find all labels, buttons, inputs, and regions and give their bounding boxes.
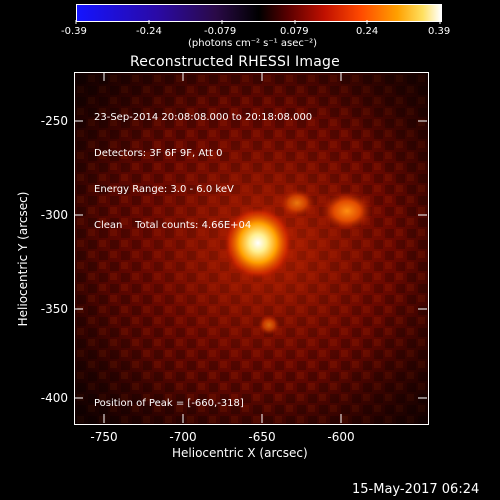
- x-tick-label: -750: [90, 430, 118, 444]
- colorbar-tick-3: -0.079: [204, 26, 237, 37]
- rhessi-flare-image: [75, 73, 428, 424]
- colorbar: [76, 4, 442, 22]
- info-total-counts: Clean Total counts: 4.66E+04: [94, 220, 252, 231]
- solar-image-frame: [74, 72, 429, 425]
- info-energy-range: Energy Range: 3.0 - 6.0 keV: [94, 184, 234, 195]
- plot-title: Reconstructed RHESSI Image: [130, 54, 340, 70]
- colorbar-tick-2: -0.24: [136, 26, 162, 37]
- observation-info: 23-Sep-2014 20:08:08.000 to 20:18:08.000…: [94, 88, 312, 244]
- peak-position: Position of Peak = [-660,-318]: [94, 398, 244, 409]
- y-tick-label: -400: [40, 391, 68, 405]
- colorbar-tick-6: 0.39: [428, 26, 451, 37]
- colorbar-tick-4: 0.079: [280, 26, 309, 37]
- x-tick-label: -600: [327, 430, 355, 444]
- y-axis-label: Heliocentric Y (arcsec): [16, 191, 30, 327]
- x-axis-label: Heliocentric X (arcsec): [172, 446, 308, 460]
- y-tick-label: -250: [40, 114, 68, 128]
- info-time-range: 23-Sep-2014 20:08:08.000 to 20:18:08.000: [94, 112, 313, 123]
- colorbar-ticks: -0.39 -0.24 -0.079 0.079 0.24 0.39: [0, 20, 500, 37]
- info-detectors: Detectors: 3F 6F 9F, Att 0: [94, 148, 223, 159]
- y-tick-label: -300: [40, 208, 68, 222]
- y-tick-label: -350: [40, 302, 68, 316]
- colorbar-tick-5: 0.24: [356, 26, 379, 37]
- colorbar-tick-1: -0.39: [61, 26, 87, 37]
- colorbar-units: (photons cm⁻² s⁻¹ asec⁻²): [188, 38, 318, 49]
- x-tick-label: -650: [248, 430, 276, 444]
- footer-timestamp: 15-May-2017 06:24: [352, 482, 480, 497]
- x-tick-label: -700: [169, 430, 197, 444]
